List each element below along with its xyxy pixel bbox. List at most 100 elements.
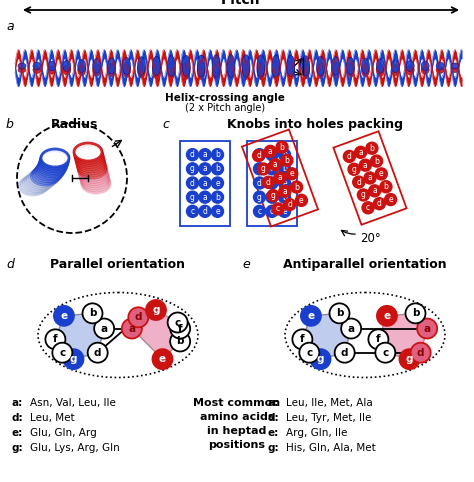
Ellipse shape <box>108 63 116 77</box>
Text: d: d <box>266 178 271 187</box>
Ellipse shape <box>376 64 384 76</box>
Text: a: a <box>347 323 355 334</box>
Text: d: d <box>341 348 348 358</box>
Circle shape <box>146 300 166 320</box>
Ellipse shape <box>79 162 107 180</box>
Circle shape <box>186 177 199 189</box>
Circle shape <box>266 205 278 217</box>
Polygon shape <box>302 313 351 359</box>
Ellipse shape <box>242 60 250 80</box>
Circle shape <box>369 185 381 197</box>
Circle shape <box>279 205 291 217</box>
Text: g: g <box>317 354 324 364</box>
Ellipse shape <box>167 61 175 79</box>
Text: c: c <box>59 348 65 358</box>
Circle shape <box>274 172 286 184</box>
Circle shape <box>266 148 278 161</box>
Text: d: d <box>202 207 208 216</box>
Ellipse shape <box>257 55 265 77</box>
Polygon shape <box>55 313 104 359</box>
Circle shape <box>405 303 426 323</box>
Text: d:: d: <box>268 413 280 423</box>
Circle shape <box>279 177 291 189</box>
Text: d: d <box>135 312 142 322</box>
Circle shape <box>310 349 330 369</box>
Ellipse shape <box>152 62 160 79</box>
Circle shape <box>284 199 296 211</box>
Ellipse shape <box>212 60 220 80</box>
Text: e: e <box>215 178 220 187</box>
Ellipse shape <box>167 56 175 76</box>
Text: f: f <box>53 335 58 344</box>
Text: Knobs into holes packing: Knobs into holes packing <box>227 118 403 131</box>
Text: c: c <box>306 348 312 358</box>
Text: g: g <box>361 190 366 200</box>
Ellipse shape <box>331 57 339 75</box>
Circle shape <box>348 163 360 175</box>
Ellipse shape <box>40 152 68 170</box>
Circle shape <box>299 343 319 362</box>
Circle shape <box>301 306 321 326</box>
Text: d: d <box>257 150 262 159</box>
Text: g: g <box>70 354 77 364</box>
Ellipse shape <box>36 162 64 180</box>
Circle shape <box>276 141 288 153</box>
Ellipse shape <box>391 60 399 72</box>
Ellipse shape <box>19 177 47 195</box>
Text: c: c <box>174 318 181 327</box>
Text: e: e <box>379 169 383 178</box>
Text: a: a <box>424 323 431 334</box>
Text: e:: e: <box>268 428 279 438</box>
Circle shape <box>254 191 265 203</box>
Ellipse shape <box>82 173 109 191</box>
Text: d: d <box>287 200 292 209</box>
Circle shape <box>380 181 392 193</box>
Text: Leu, Ile, Met, Ala: Leu, Ile, Met, Ala <box>286 398 373 408</box>
Text: b: b <box>89 308 96 318</box>
Text: Glu, Gln, Arg: Glu, Gln, Arg <box>30 428 97 438</box>
Text: b: b <box>215 193 220 201</box>
Circle shape <box>272 203 284 215</box>
Circle shape <box>186 148 199 161</box>
Text: Radius: Radius <box>51 118 99 131</box>
Text: a: a <box>202 193 207 201</box>
Ellipse shape <box>197 61 205 80</box>
Text: g: g <box>257 164 262 174</box>
Circle shape <box>199 177 211 189</box>
Ellipse shape <box>137 62 146 78</box>
Text: d:: d: <box>12 413 24 423</box>
Text: b: b <box>294 183 299 191</box>
Ellipse shape <box>33 62 41 70</box>
Ellipse shape <box>82 175 110 193</box>
Circle shape <box>266 163 278 175</box>
Circle shape <box>170 332 190 351</box>
Ellipse shape <box>39 156 67 174</box>
Circle shape <box>410 343 431 362</box>
Circle shape <box>374 198 385 210</box>
Ellipse shape <box>78 60 86 72</box>
Ellipse shape <box>33 165 61 184</box>
Text: a: a <box>368 174 373 183</box>
Circle shape <box>186 163 199 175</box>
Circle shape <box>211 148 224 161</box>
Circle shape <box>366 142 378 154</box>
Ellipse shape <box>317 62 325 79</box>
Circle shape <box>341 319 361 338</box>
Ellipse shape <box>37 161 65 178</box>
Circle shape <box>262 176 274 188</box>
Text: Arg, Gln, Ile: Arg, Gln, Ile <box>286 428 347 438</box>
Text: b: b <box>370 144 374 153</box>
Text: b: b <box>282 193 287 201</box>
Circle shape <box>417 319 437 338</box>
Circle shape <box>211 205 224 217</box>
Circle shape <box>46 329 65 349</box>
Circle shape <box>264 146 276 158</box>
Ellipse shape <box>40 154 68 172</box>
Ellipse shape <box>301 56 310 76</box>
Ellipse shape <box>74 143 102 161</box>
Text: g: g <box>190 164 195 174</box>
Circle shape <box>353 176 365 188</box>
Circle shape <box>186 191 199 203</box>
Ellipse shape <box>38 159 66 177</box>
Text: a: a <box>128 323 136 334</box>
